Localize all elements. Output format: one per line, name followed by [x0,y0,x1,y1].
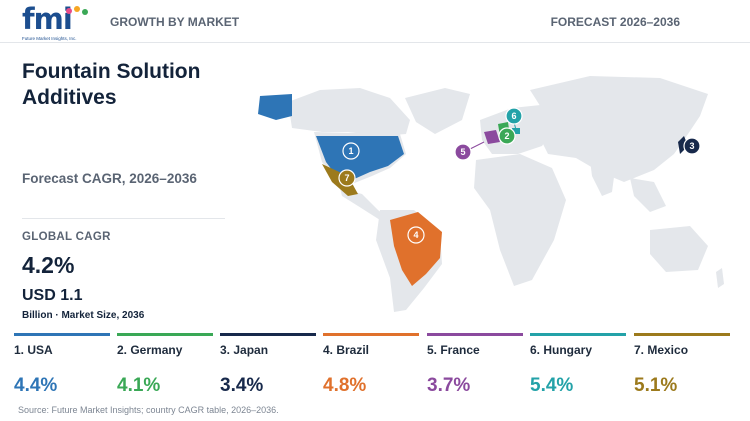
country-card-usa[interactable]: 1. USA 4.4% [14,333,110,403]
global-cagr-value: 4.2% [22,252,75,278]
fmi-logo[interactable]: fmi Future Market Insights, Inc. [22,2,94,42]
country-color-bar [117,333,213,336]
greenland-shape [405,88,470,134]
svg-text:1: 1 [348,146,353,156]
france-shape [484,130,500,144]
svg-text:4: 4 [413,230,418,240]
marker-hungary[interactable]: 6 [505,107,523,125]
country-cagr-value: 5.4% [530,375,574,396]
brazil-shape [390,212,442,286]
country-card-france[interactable]: 5. France 3.7% [427,333,523,403]
svg-text:3: 3 [689,141,694,151]
africa-shape [474,154,566,286]
world-map: 1 2 3 4 5 6 7 [258,76,724,312]
country-name: 6. Hungary [530,343,593,357]
country-name: 4. Brazil [323,343,370,357]
logo-wordmark: fmi [22,2,73,36]
country-card-brazil[interactable]: 4. Brazil 4.8% [323,333,419,403]
marker-germany[interactable]: 2 [498,127,516,145]
country-name: 5. France [427,343,480,357]
alaska-shape [258,94,292,120]
svg-text:5: 5 [460,147,465,157]
header-bar: fmi Future Market Insights, Inc. GROWTH … [0,0,750,43]
marker-brazil[interactable]: 4 [407,226,425,244]
svg-text:6: 6 [511,111,516,121]
global-cagr-label: GLOBAL CAGR [22,231,111,243]
country-name: 1. USA [14,343,53,357]
country-name: 2. Germany [117,343,183,357]
logo-tagline: Future Market Insights, Inc. [22,36,77,41]
divider [22,218,225,219]
country-color-bar [530,333,626,336]
country-cagr-value: 5.1% [634,375,678,396]
country-cagr-value: 4.4% [14,375,58,396]
canada-shape [288,88,410,136]
southeast-asia-shape [630,178,666,212]
map-markers: 1 2 3 4 5 6 7 [338,107,701,244]
country-card-japan[interactable]: 3. Japan 3.4% [220,333,316,403]
marker-france[interactable]: 5 [454,143,472,161]
country-cagr-value: 3.4% [220,375,264,396]
svg-text:2: 2 [504,131,509,141]
marker-usa[interactable]: 1 [342,142,360,160]
country-color-bar [14,333,110,336]
country-card-mexico[interactable]: 7. Mexico 5.1% [634,333,730,403]
country-name: 3. Japan [220,343,269,357]
country-cagr-value: 4.1% [117,375,161,396]
australia-shape [650,226,708,272]
country-color-bar [427,333,523,336]
page-title: Fountain Solution Additives [22,60,201,109]
country-name: 7. Mexico [634,343,689,357]
market-size-note: Billion · Market Size, 2036 [22,310,145,321]
country-card-germany[interactable]: 2. Germany 4.1% [117,333,213,403]
marker-japan[interactable]: 3 [683,137,701,155]
india-shape [590,160,616,196]
source-note: Source: Future Market Insights; country … [18,405,279,415]
new-zealand-shape [716,268,724,288]
usa-shape [316,136,404,180]
central-america-shape [340,188,388,220]
country-cagr-value: 3.7% [427,375,471,396]
section-label: GROWTH BY MARKET [110,15,240,29]
country-cagr-value: 4.8% [323,375,367,396]
market-size-value: USD 1.1 [22,287,83,304]
country-color-bar [323,333,419,336]
asia-shape [530,76,708,182]
page-subtitle: Forecast CAGR, 2026–2036 [22,171,197,186]
svg-text:7: 7 [344,173,349,183]
country-color-bar [220,333,316,336]
marker-mexico[interactable]: 7 [338,169,356,187]
forecast-label: FORECAST 2026–2036 [550,15,680,29]
country-card-hungary[interactable]: 6. Hungary 5.4% [530,333,626,403]
country-color-bar [634,333,730,336]
